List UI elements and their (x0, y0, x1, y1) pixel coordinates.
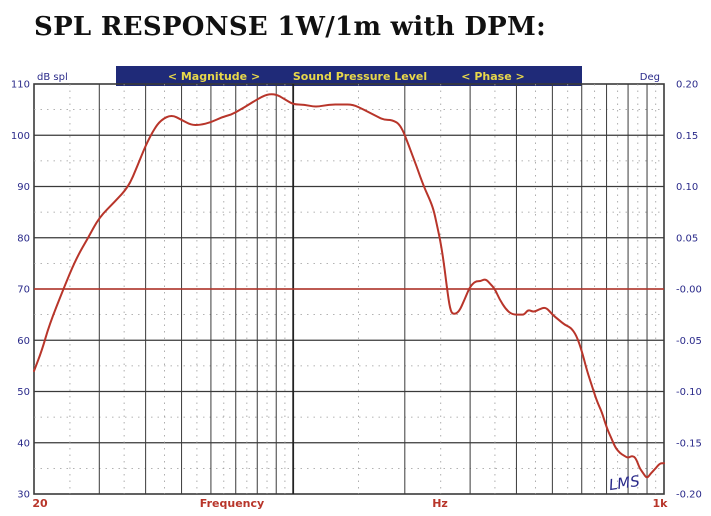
y-tick-label: 80 (17, 233, 30, 244)
grid (34, 84, 664, 494)
y-tick-label: 60 (17, 336, 30, 347)
signature-mark: LMS (608, 472, 641, 494)
y-tick-label: 100 (11, 131, 30, 142)
right-tick-label: -0.10 (676, 387, 702, 398)
left-axis-unit: dB spl (37, 72, 68, 83)
y-tick-label: 110 (11, 80, 30, 91)
right-tick-label: 0.10 (676, 182, 698, 193)
y-tick-label: 50 (17, 387, 30, 398)
x-axis-unit: Hz (432, 497, 448, 510)
banner-sound-pressure-level: Sound Pressure Level (293, 70, 427, 83)
y-tick-label: 70 (17, 285, 30, 296)
right-tick-label: 0.15 (676, 131, 698, 142)
banner-magnitude: < Magnitude > (168, 70, 260, 83)
y-tick-label: 90 (17, 182, 30, 193)
series-line (33, 93, 665, 479)
right-tick-label: -0.05 (676, 336, 702, 347)
right-tick-label: 0.20 (676, 80, 698, 91)
x-tick-label: 20 (32, 497, 48, 510)
spl-response-chart: < Magnitude > Sound Pressure Level < Pha… (11, 66, 702, 511)
banner-phase: < Phase > (461, 70, 524, 83)
y-tick-label: 30 (17, 490, 30, 501)
y-tick-label: 40 (17, 438, 30, 449)
right-axis-unit: Deg (640, 72, 660, 83)
axis-ticks: 30 40 50 60 70 80 90 100 110 0.20 0.15 0.10 0.05 -0.0… (11, 80, 702, 511)
right-tick-label: -0.20 (676, 490, 702, 501)
chart-title: SPL RESPONSE 1W/1m with DPM: (34, 12, 547, 42)
right-tick-label: 0.05 (676, 233, 698, 244)
right-tick-label: -0.00 (676, 285, 702, 296)
x-axis-label: Frequency (200, 497, 264, 510)
banner (116, 66, 582, 86)
right-tick-label: -0.15 (676, 438, 702, 449)
x-tick-label: 1k (653, 497, 669, 510)
